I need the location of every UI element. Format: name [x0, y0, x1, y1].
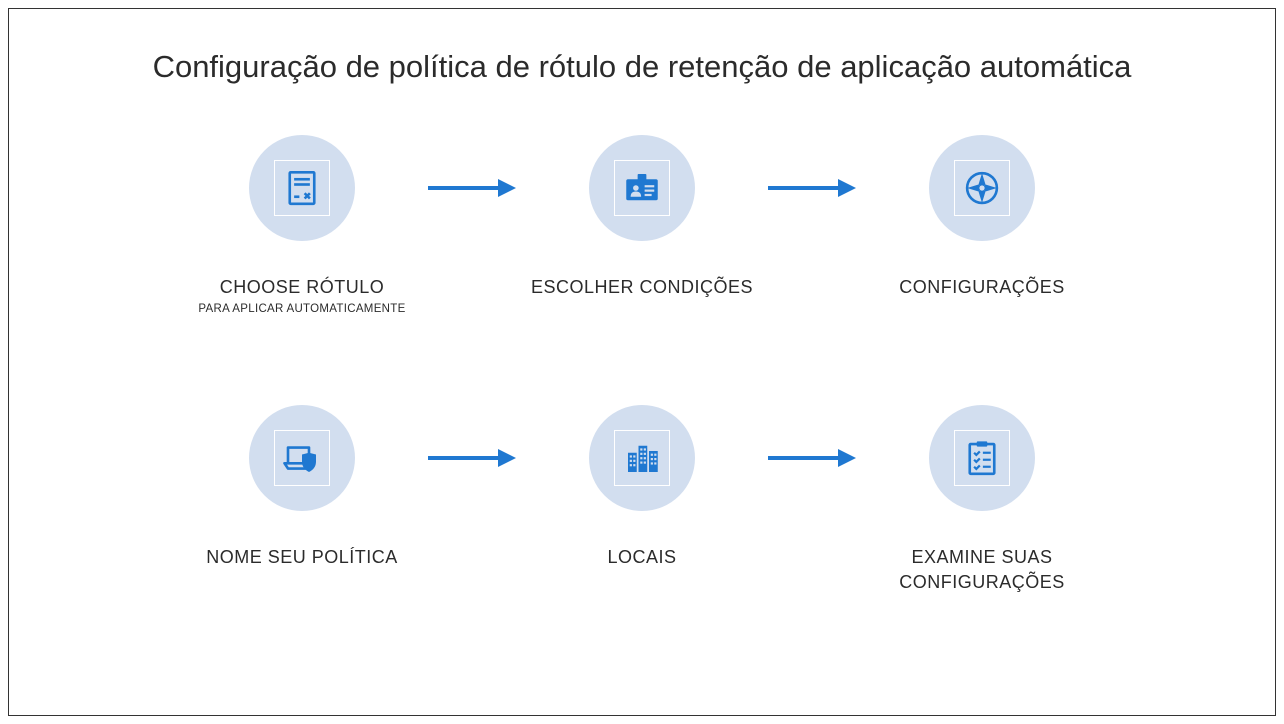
step-circle: [929, 135, 1035, 241]
flow-row-1: CHOOSE RÓTULO PARA APLICAR AUTOMATICAMEN…: [182, 135, 1102, 315]
step-circle: [249, 135, 355, 241]
compass-icon: [961, 167, 1003, 209]
id-card-icon: [621, 167, 663, 209]
step-circle: [929, 405, 1035, 511]
step-label: CHOOSE RÓTULO: [220, 275, 385, 299]
icon-box: [954, 430, 1010, 486]
step-choose-label: CHOOSE RÓTULO PARA APLICAR AUTOMATICAMEN…: [182, 135, 422, 315]
icon-box: [274, 160, 330, 216]
flow-arrow: [762, 405, 862, 511]
document-icon: [281, 167, 323, 209]
icon-box: [274, 430, 330, 486]
step-label: EXAMINE SUAS CONFIGURAÇÕES: [862, 545, 1102, 594]
step-label-sub: PARA APLICAR AUTOMATICAMENTE: [198, 303, 405, 315]
step-label: NOME SEU POLÍTICA: [206, 545, 398, 569]
diagram-title: Configuração de política de rótulo de re…: [59, 49, 1225, 85]
diagram-frame: Configuração de política de rótulo de re…: [8, 8, 1276, 716]
step-locations: LOCAIS: [522, 405, 762, 569]
buildings-icon: [621, 437, 663, 479]
step-label: ESCOLHER CONDIÇÕES: [531, 275, 753, 299]
step-review-settings: EXAMINE SUAS CONFIGURAÇÕES: [862, 405, 1102, 594]
step-name-policy: NOME SEU POLÍTICA: [182, 405, 422, 569]
step-settings: CONFIGURAÇÕES: [862, 135, 1102, 299]
device-shield-icon: [281, 437, 323, 479]
flow-arrow: [422, 405, 522, 511]
icon-box: [614, 160, 670, 216]
flow-row-2: NOME SEU POLÍTICA: [182, 405, 1102, 594]
step-label: CONFIGURAÇÕES: [899, 275, 1065, 299]
step-circle: [589, 135, 695, 241]
step-label: LOCAIS: [607, 545, 676, 569]
flow-rows: CHOOSE RÓTULO PARA APLICAR AUTOMATICAMEN…: [59, 135, 1225, 594]
step-choose-conditions: ESCOLHER CONDIÇÕES: [522, 135, 762, 299]
icon-box: [614, 430, 670, 486]
icon-box: [954, 160, 1010, 216]
step-circle: [589, 405, 695, 511]
step-circle: [249, 405, 355, 511]
checklist-icon: [961, 437, 1003, 479]
flow-arrow: [762, 135, 862, 241]
flow-arrow: [422, 135, 522, 241]
